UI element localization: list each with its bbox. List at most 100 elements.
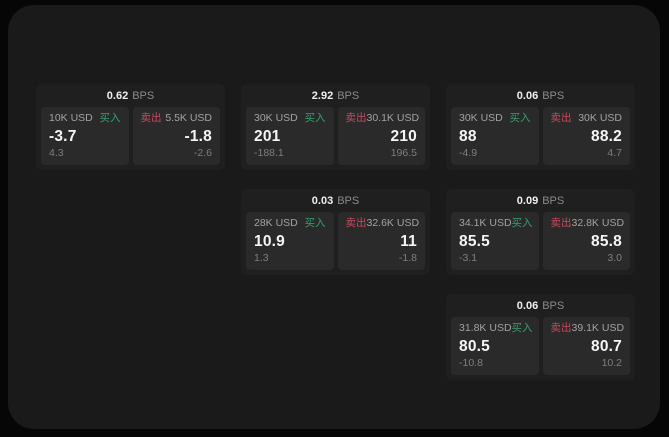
sell-delta-value: -2.6 [193, 147, 212, 159]
quote-card-body: 28K USD 买入 10.9 1.3 卖出 32.6K USD 11 -1.8 [241, 211, 430, 275]
buy-quote-tile[interactable]: 34.1K USD 买入 85.5 -3.1 [451, 212, 539, 270]
buy-delta-value: 1.3 [254, 252, 269, 264]
bps-value: 2.92 [311, 90, 334, 102]
buy-price-value: 80.5 [459, 338, 490, 355]
bps-unit-label: BPS [542, 300, 565, 312]
buy-quote-tile[interactable]: 28K USD 买入 10.9 1.3 [246, 212, 334, 270]
buy-side-label: 买入 [511, 322, 533, 334]
sell-price-value: 85.8 [591, 233, 622, 250]
sell-tile-header: 卖出 5.5K USD [141, 112, 213, 125]
sell-amount-label: 5.5K USD [165, 112, 212, 124]
sell-tile-header: 卖出 30K USD [551, 112, 623, 125]
quote-card: 0.09 BPS 34.1K USD 买入 85.5 -3.1 卖出 32.8K… [446, 189, 635, 275]
bps-value: 0.03 [311, 195, 334, 207]
buy-quote-tile[interactable]: 30K USD 买入 201 -188.1 [246, 107, 334, 165]
sell-quote-tile[interactable]: 卖出 32.8K USD 85.8 3.0 [542, 212, 630, 270]
sell-tile-header: 卖出 32.6K USD [346, 217, 420, 230]
buy-price-value: 85.5 [459, 233, 490, 250]
sell-price-value: 11 [400, 233, 417, 250]
buy-tile-header: 10K USD 买入 [49, 112, 121, 125]
sell-delta-value: -1.8 [398, 252, 417, 264]
quote-card-body: 30K USD 买入 88 -4.9 卖出 30K USD 88.2 4.7 [446, 106, 635, 170]
sell-side-label: 卖出 [345, 112, 367, 124]
sell-delta-value: 4.7 [607, 147, 622, 159]
bps-value: 0.06 [516, 300, 539, 312]
sell-tile-header: 卖出 32.8K USD [550, 217, 625, 230]
sell-amount-label: 32.8K USD [571, 217, 625, 229]
bps-header: 0.09 BPS [446, 189, 635, 211]
sell-quote-tile[interactable]: 卖出 30K USD 88.2 4.7 [542, 107, 630, 165]
sell-amount-label: 32.6K USD [366, 217, 420, 229]
bps-header: 0.62 BPS [36, 84, 225, 106]
bps-header: 2.92 BPS [241, 84, 430, 106]
buy-delta-value: -10.8 [459, 357, 483, 369]
bps-value: 0.09 [516, 195, 539, 207]
buy-amount-label: 30K USD [254, 112, 298, 124]
quote-grid: 0.62 BPS 10K USD 买入 -3.7 4.3 卖出 5.5K USD [36, 84, 635, 380]
sell-side-label: 卖出 [550, 217, 572, 229]
bps-value: 0.06 [516, 90, 539, 102]
sell-side-label: 卖出 [550, 112, 572, 124]
quote-card-body: 31.8K USD 买入 80.5 -10.8 卖出 39.1K USD 80.… [446, 316, 635, 380]
bps-header: 0.06 BPS [446, 84, 635, 106]
buy-amount-label: 34.1K USD [459, 217, 512, 229]
buy-price-value: -3.7 [49, 128, 77, 145]
buy-price-value: 10.9 [254, 233, 285, 250]
sell-tile-header: 卖出 39.1K USD [550, 322, 625, 335]
buy-price-value: 88 [459, 128, 477, 145]
sell-delta-value: 10.2 [601, 357, 622, 369]
sell-price-value: -1.8 [184, 128, 212, 145]
buy-tile-header: 31.8K USD 买入 [459, 322, 533, 335]
sell-amount-label: 39.1K USD [571, 322, 625, 334]
buy-quote-tile[interactable]: 31.8K USD 买入 80.5 -10.8 [451, 317, 539, 375]
quote-card-body: 34.1K USD 买入 85.5 -3.1 卖出 32.8K USD 85.8… [446, 211, 635, 275]
buy-side-label: 买入 [304, 217, 326, 229]
sell-quote-tile[interactable]: 卖出 32.6K USD 11 -1.8 [337, 212, 425, 270]
bps-unit-label: BPS [337, 90, 360, 102]
sell-price-value: 88.2 [591, 128, 622, 145]
buy-side-label: 买入 [99, 112, 121, 124]
bps-header: 0.06 BPS [446, 294, 635, 316]
quote-card-body: 10K USD 买入 -3.7 4.3 卖出 5.5K USD -1.8 -2.… [36, 106, 225, 170]
sell-amount-label: 30K USD [578, 112, 622, 124]
buy-delta-value: 4.3 [49, 147, 64, 159]
bps-value: 0.62 [106, 90, 129, 102]
buy-amount-label: 10K USD [49, 112, 93, 124]
sell-side-label: 卖出 [140, 112, 162, 124]
buy-tile-header: 30K USD 买入 [459, 112, 531, 125]
sell-amount-label: 30.1K USD [366, 112, 420, 124]
quote-card: 0.62 BPS 10K USD 买入 -3.7 4.3 卖出 5.5K USD [36, 84, 225, 170]
buy-tile-header: 34.1K USD 买入 [459, 217, 533, 230]
sell-quote-tile[interactable]: 卖出 30.1K USD 210 196.5 [337, 107, 425, 165]
buy-delta-value: -3.1 [459, 252, 478, 264]
sell-quote-tile[interactable]: 卖出 5.5K USD -1.8 -2.6 [132, 107, 220, 165]
buy-amount-label: 30K USD [459, 112, 503, 124]
quote-card: 2.92 BPS 30K USD 买入 201 -188.1 卖出 30.1K … [241, 84, 430, 170]
bps-unit-label: BPS [337, 195, 360, 207]
quote-card: 0.06 BPS 30K USD 买入 88 -4.9 卖出 30K USD [446, 84, 635, 170]
buy-side-label: 买入 [304, 112, 326, 124]
buy-side-label: 买入 [509, 112, 531, 124]
buy-price-value: 201 [254, 128, 281, 145]
quote-card-body: 30K USD 买入 201 -188.1 卖出 30.1K USD 210 1… [241, 106, 430, 170]
buy-amount-label: 31.8K USD [459, 322, 512, 334]
buy-quote-tile[interactable]: 10K USD 买入 -3.7 4.3 [41, 107, 129, 165]
quote-card: 0.06 BPS 31.8K USD 买入 80.5 -10.8 卖出 39.1… [446, 294, 635, 380]
sell-delta-value: 3.0 [607, 252, 622, 264]
buy-amount-label: 28K USD [254, 217, 298, 229]
bps-header: 0.03 BPS [241, 189, 430, 211]
buy-delta-value: -4.9 [459, 147, 478, 159]
buy-tile-header: 30K USD 买入 [254, 112, 326, 125]
bps-unit-label: BPS [542, 90, 565, 102]
sell-tile-header: 卖出 30.1K USD [345, 112, 420, 125]
buy-tile-header: 28K USD 买入 [254, 217, 326, 230]
sell-side-label: 卖出 [550, 322, 572, 334]
buy-quote-tile[interactable]: 30K USD 买入 88 -4.9 [451, 107, 539, 165]
sell-price-value: 80.7 [591, 338, 622, 355]
quotes-panel: 0.62 BPS 10K USD 买入 -3.7 4.3 卖出 5.5K USD [8, 5, 660, 429]
sell-quote-tile[interactable]: 卖出 39.1K USD 80.7 10.2 [542, 317, 630, 375]
bps-unit-label: BPS [132, 90, 155, 102]
bps-unit-label: BPS [542, 195, 565, 207]
sell-delta-value: 196.5 [390, 147, 417, 159]
